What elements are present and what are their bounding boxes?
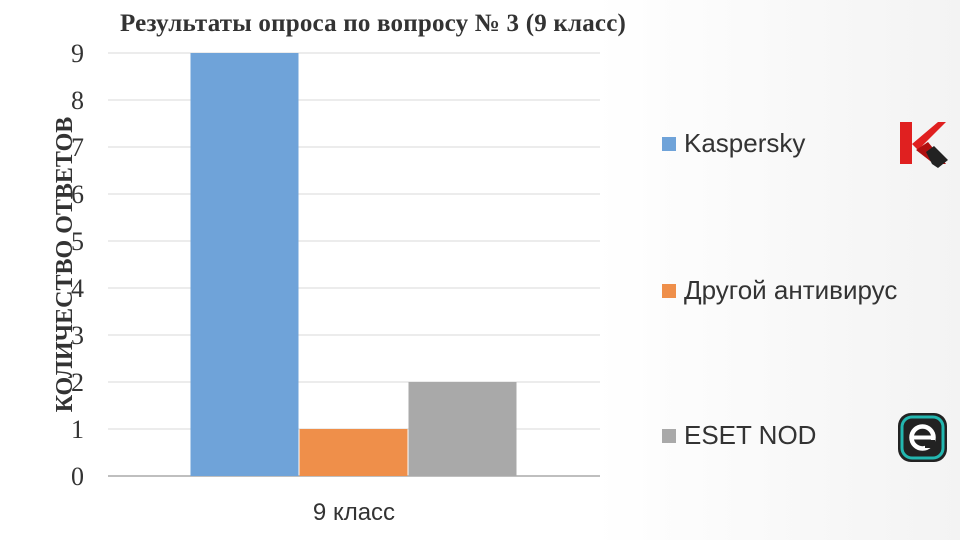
y-tick-label-1: 1	[71, 415, 84, 444]
y-tick-label-2: 2	[71, 368, 84, 397]
legend-swatch-kaspersky	[662, 136, 676, 151]
y-tick-label-3: 3	[71, 321, 84, 350]
kaspersky-logo-icon	[900, 122, 948, 168]
legend-label-eset: ESET NOD	[684, 420, 817, 450]
legend-item-eset: ESET NOD	[662, 420, 816, 451]
y-tick-label-9: 9	[71, 39, 84, 68]
eset-logo-icon	[898, 413, 947, 462]
bar-1-0	[299, 429, 408, 476]
y-tick-label-4: 4	[71, 274, 84, 303]
legend-swatch-other	[662, 283, 676, 298]
legend-item-other: Другой антивирус	[662, 275, 897, 306]
legend-label-other: Другой антивирус	[684, 275, 898, 305]
legend-label-kaspersky: Kaspersky	[684, 128, 806, 158]
bar-0-0	[190, 53, 299, 476]
y-tick-label-5: 5	[71, 227, 84, 256]
y-tick-label-8: 8	[71, 86, 84, 115]
bar-2-0	[408, 382, 517, 476]
y-tick-label-0: 0	[71, 462, 84, 491]
x-category-label: 9 класс	[313, 499, 395, 526]
y-axis-label: КОЛИЧЕСТВО ОТВЕТОВ	[52, 117, 78, 413]
chart-title: Результаты опроса по вопросу № 3 (9 клас…	[120, 10, 627, 37]
y-tick-label-6: 6	[71, 180, 84, 209]
legend-item-kaspersky: Kaspersky	[662, 128, 805, 159]
y-tick-label-7: 7	[71, 133, 84, 162]
legend-swatch-eset	[662, 428, 676, 443]
